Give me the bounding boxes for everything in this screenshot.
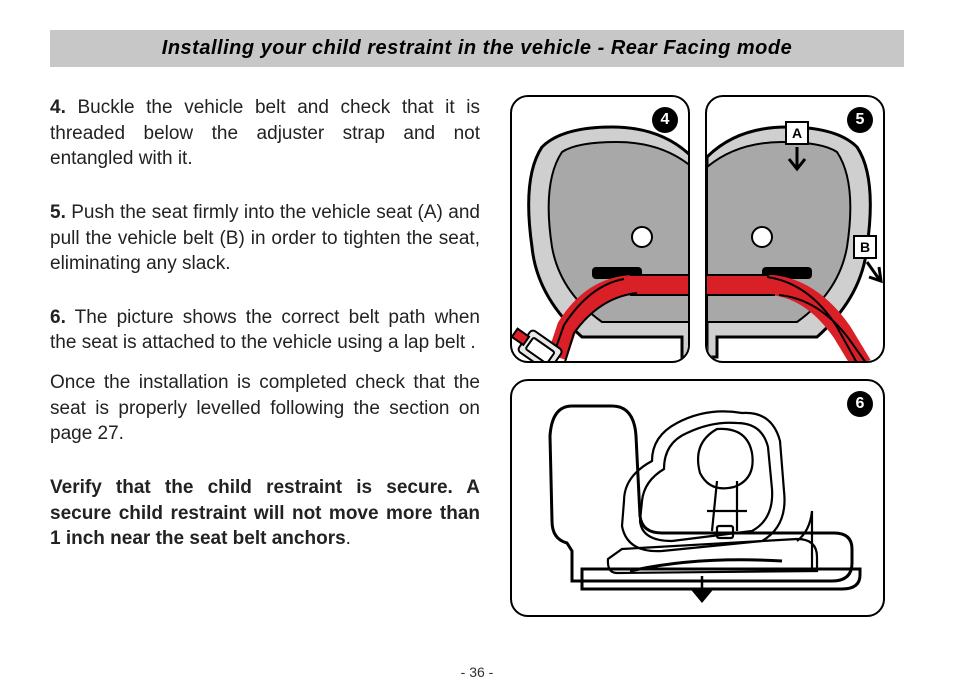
figure-4: 4 (510, 95, 690, 363)
figure-6-badge: 6 (847, 391, 873, 417)
figure-6: 6 (510, 379, 885, 617)
figure-5-label-b: B (853, 235, 877, 259)
step-4-num: 4. (50, 97, 66, 118)
step-5-text: Push the seat firmly into the vehicle se… (50, 202, 480, 274)
step-4: 4. Buckle the vehicle belt and check tha… (50, 95, 480, 172)
step-5: 5. Push the seat firmly into the vehicle… (50, 200, 480, 277)
figure-5-badge: 5 (847, 107, 873, 133)
section-title: Installing your child restraint in the v… (162, 37, 792, 59)
step-6: 6. The picture shows the correct belt pa… (50, 305, 480, 356)
instruction-text: 4. Buckle the vehicle belt and check tha… (50, 95, 480, 580)
step-4-text: Buckle the vehicle belt and check that i… (50, 97, 480, 169)
step-6-num: 6. (50, 307, 66, 328)
figure-column: 4 (510, 95, 904, 580)
figure-6-svg (512, 381, 885, 617)
leveling-note: Once the installation is completed check… (50, 370, 480, 447)
step-5-num: 5. (50, 202, 66, 223)
verify-note: Verify that the child restraint is secur… (50, 475, 480, 552)
figure-4-badge: 4 (652, 107, 678, 133)
step-6-text: The picture shows the correct belt path … (50, 307, 480, 354)
page-number: - 36 - (0, 664, 954, 680)
figure-5-label-a: A (785, 121, 809, 145)
figure-4-svg (512, 97, 690, 363)
manual-page: Installing your child restraint in the v… (0, 0, 954, 694)
content-row: 4. Buckle the vehicle belt and check tha… (50, 95, 904, 580)
figure-5: 5 A B (705, 95, 885, 363)
section-header: Installing your child restraint in the v… (50, 30, 904, 67)
